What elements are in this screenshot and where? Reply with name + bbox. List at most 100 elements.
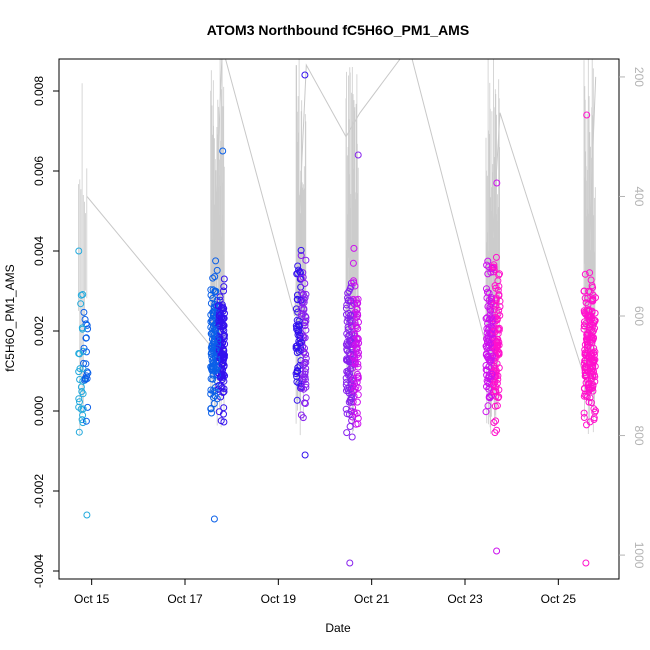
data-point [487,307,495,315]
data-point [215,317,223,325]
y-tick-label: 0.008 [32,76,46,106]
data-point [349,259,357,267]
data-point [349,353,357,361]
data-point [492,313,500,321]
data-point [351,385,359,393]
data-point [296,331,304,339]
data-point [218,349,226,357]
plot-frame [58,58,620,580]
data-point [485,296,493,304]
data-point [587,372,595,380]
data-point [220,385,228,393]
data-point [580,414,588,421]
data-point [346,285,354,292]
data-point [299,290,307,298]
data-point [297,305,305,313]
data-point [301,373,309,381]
data-point [78,388,86,395]
data-point [219,359,227,367]
data-point [300,349,308,357]
data-point [592,294,599,302]
data-point [292,370,300,378]
data-point [490,381,497,389]
data-point [352,322,360,330]
data-point [208,316,216,324]
data-point [215,382,223,389]
data-point [293,296,301,304]
data-point [302,317,310,325]
data-point [580,385,588,393]
data-point [295,321,302,329]
data-point [209,375,217,383]
y-tick-label: 0.006 [32,156,46,186]
data-point [492,371,500,379]
data-point [350,279,358,287]
data-point [343,301,351,309]
data-point [292,305,300,313]
data-point [211,273,219,281]
data-point [485,394,493,401]
data-point [217,310,225,318]
data-point [348,391,356,398]
data-point [220,287,227,295]
data-point [583,393,591,401]
data-point [484,270,492,278]
data-point [302,290,310,298]
data-point [585,313,593,320]
y-axis-title: fC5H6O_PM1_AMS [3,264,17,371]
data-point [489,263,497,271]
data-point [343,429,351,437]
x-tick-label: Oct 21 [354,592,390,606]
data-point [582,351,590,359]
data-point [211,392,219,400]
data-point [207,330,215,338]
data-point [487,314,495,322]
data-point [346,559,354,567]
data-point [484,354,492,362]
data-point [210,339,218,346]
data-point [301,322,309,330]
data-point [589,284,597,291]
y2-tick-label: 200 [632,67,646,87]
data-point [590,405,598,413]
data-point [296,335,304,342]
data-point [346,319,354,326]
data-point [301,400,309,407]
data-point [488,370,496,378]
data-point [302,383,310,391]
data-point [488,265,496,272]
data-point [351,410,359,418]
data-point [484,257,492,265]
data-point [220,388,228,396]
data-point [210,515,218,523]
data-point [345,398,353,406]
data-point [350,341,358,349]
data-point [350,375,358,383]
data-point [211,335,218,342]
data-point [208,329,216,337]
data-point [344,314,352,322]
data-point [491,282,499,290]
data-point [485,385,493,393]
data-point [586,269,594,277]
data-point [486,356,494,364]
data-point [301,358,309,366]
data-point [588,307,596,315]
data-point [293,349,301,357]
data-point [76,398,83,406]
data-point [212,347,220,354]
y2-tick-label: 600 [632,306,646,326]
data-point [302,354,310,362]
data-point [295,347,303,355]
data-point [587,399,595,407]
data-point [220,418,228,426]
data-point [78,416,86,424]
data-point [293,378,301,386]
data-point [301,370,309,378]
data-point [489,324,497,332]
data-point [354,353,362,361]
pressure-trace [78,59,597,436]
data-point [353,378,361,386]
data-point [351,359,359,367]
data-point [208,409,215,417]
